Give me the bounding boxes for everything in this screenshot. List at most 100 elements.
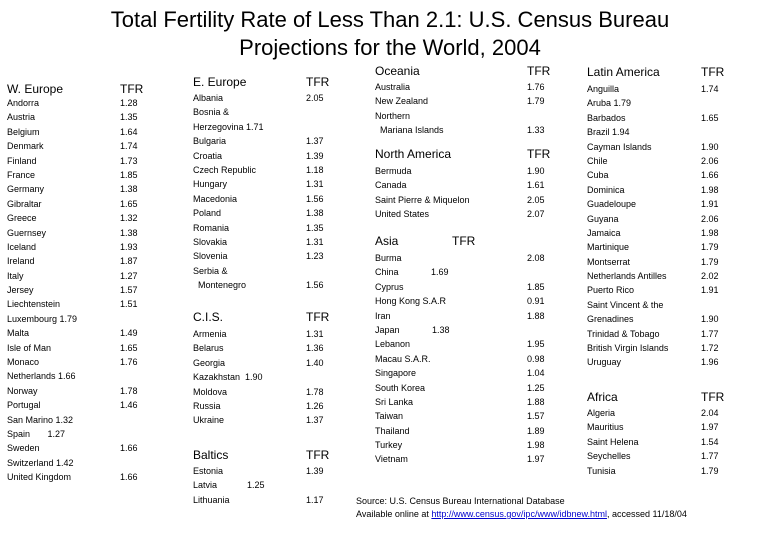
table-row: Montenegro 1.56	[193, 278, 333, 292]
table-row: Burma 2.08	[375, 251, 555, 265]
table-row: Liechtenstein 1.51	[7, 297, 182, 311]
country-name: Burma	[375, 253, 402, 263]
table-row: Thailand 1.89	[375, 424, 555, 438]
tfr-value: 1.61	[527, 180, 545, 191]
tfr-value: 1.97	[701, 422, 719, 433]
table-row: Denmark 1.74	[7, 139, 182, 153]
country-name: Finland	[7, 155, 37, 166]
country-name: Chile	[587, 155, 608, 166]
table-row: Singapore 1.04	[375, 366, 555, 380]
country-name: Gibraltar	[7, 198, 42, 209]
source-suffix: , accessed 11/18/04	[606, 509, 687, 519]
table-row: Grenadines 1.90	[587, 312, 777, 326]
table-row: Netherlands Antilles 2.02	[587, 269, 777, 283]
table-row: Guyana 2.06	[587, 212, 777, 226]
oceania-header: Oceania	[375, 64, 420, 78]
table-row: Iran 1.88	[375, 309, 555, 323]
table-row: Monaco 1.76	[7, 355, 182, 369]
table-row: Saint Vincent & the	[587, 298, 777, 312]
table-row: Kazakhstan 1.90	[193, 370, 333, 384]
tfr-value: 1.90	[701, 141, 719, 152]
cis-tfr-header: TFR	[306, 310, 330, 324]
table-row: Italy 1.27	[7, 269, 182, 283]
table-row: Sri Lanka 1.88	[375, 395, 555, 409]
country-name: Jersey	[7, 285, 34, 296]
table-row: Uruguay 1.96	[587, 355, 777, 369]
table-row: Macau S.A.R. 0.98	[375, 352, 555, 366]
country-name: Herzegovina 1.71	[193, 121, 264, 132]
table-row: Saint Helena 1.54	[587, 435, 777, 449]
table-row: Dominica 1.98	[587, 183, 777, 197]
country-name: United States	[375, 209, 430, 220]
country-name: Barbados	[587, 112, 626, 123]
tfr-value: 1.95	[527, 339, 545, 350]
tfr-value: 1.35	[120, 112, 138, 123]
tfr-value: 1.37	[306, 136, 324, 147]
country-name: Canada	[375, 180, 407, 191]
tfr-value: 1.76	[120, 357, 138, 368]
tfr-value: 1.51	[120, 299, 138, 310]
table-row: Puerto Rico 1.91	[587, 283, 777, 297]
tfr-value: 1.56	[306, 193, 324, 204]
tfr-value: 1.49	[120, 328, 138, 339]
country-name: Ukraine	[193, 415, 225, 426]
table-row: Turkey 1.98	[375, 438, 555, 452]
table-row: Malta 1.49	[7, 326, 182, 340]
country-name: Puerto Rico	[587, 285, 635, 296]
w-europe-header: W. Europe	[7, 82, 64, 96]
country-name: Romania	[193, 222, 230, 233]
tfr-value: 2.02	[701, 271, 719, 282]
table-row: San Marino 1.32	[7, 413, 182, 427]
country-name: Austria	[7, 112, 36, 123]
e-europe-header: E. Europe	[193, 75, 247, 89]
table-row: Bosnia &	[193, 105, 333, 119]
country-name: Algeria	[587, 408, 616, 418]
tfr-value: 1.90	[527, 166, 545, 176]
country-name: Lithuania	[193, 494, 230, 505]
source-link[interactable]: http://www.census.gov/ipc/www/idbnew.htm…	[431, 509, 607, 519]
country-name: New Zealand	[375, 96, 429, 107]
table-row: Greece 1.32	[7, 211, 182, 225]
north-america-table: Bermuda 1.90 Canada 1.61 Saint Pierre & Miqu…	[375, 164, 555, 222]
country-name: San Marino 1.32	[7, 414, 74, 425]
tfr-value: 1.38	[306, 208, 324, 219]
tfr-value: 1.79	[701, 256, 719, 267]
table-row: Slovakia 1.31	[193, 235, 333, 249]
tfr-value: 1.79	[701, 465, 719, 476]
table-row: Russia 1.26	[193, 399, 333, 413]
tfr-value: 2.05	[306, 93, 324, 103]
tfr-value: 1.23	[306, 251, 324, 262]
country-name: Denmark	[7, 141, 44, 152]
tfr-value: 0.98	[527, 353, 545, 364]
asia-table: Burma 2.08 China 1.69 Cyprus 1.85 Hong Kong S…	[375, 251, 555, 467]
country-name: Dominica	[587, 184, 625, 195]
tfr-value: 1.25	[527, 382, 545, 393]
table-row: Czech Republic 1.18	[193, 163, 333, 177]
country-name: Vietnam	[375, 454, 408, 465]
latin-america-header: Latin America	[587, 65, 660, 79]
country-name: Uruguay	[587, 357, 622, 368]
title-line-2: Projections for the World, 2004	[239, 35, 541, 60]
source-prefix: Available online at	[356, 509, 432, 519]
table-row: Ukraine 1.37	[193, 413, 333, 427]
tfr-value: 1.17	[306, 494, 324, 505]
country-name: Germany	[7, 184, 45, 195]
tfr-value: 1.54	[701, 436, 719, 447]
tfr-value: 1.57	[120, 285, 138, 296]
table-row: Bulgaria 1.37	[193, 134, 333, 148]
country-name: Trinidad & Tobago	[587, 328, 660, 339]
table-row: Australia 1.76	[375, 80, 555, 94]
country-name: Belarus	[193, 343, 224, 354]
tfr-value: 2.06	[701, 155, 719, 166]
table-row: Japan 1.38	[375, 323, 555, 337]
table-row: Canada 1.61	[375, 178, 555, 192]
table-row: Isle of Man 1.65	[7, 341, 182, 355]
tfr-value: 1.90	[701, 314, 719, 325]
country-name: Luxembourg 1.79	[7, 313, 78, 324]
table-row: Serbia &	[193, 264, 333, 278]
tfr-value: 1.26	[306, 400, 324, 411]
w-europe-table: Andorra 1.28 Austria 1.35 Belgium 1.64 Denmark…	[7, 96, 182, 485]
table-row: Armenia 1.31	[193, 327, 333, 341]
tfr-value: 1.38	[120, 227, 138, 238]
country-name: Georgia	[193, 357, 226, 368]
